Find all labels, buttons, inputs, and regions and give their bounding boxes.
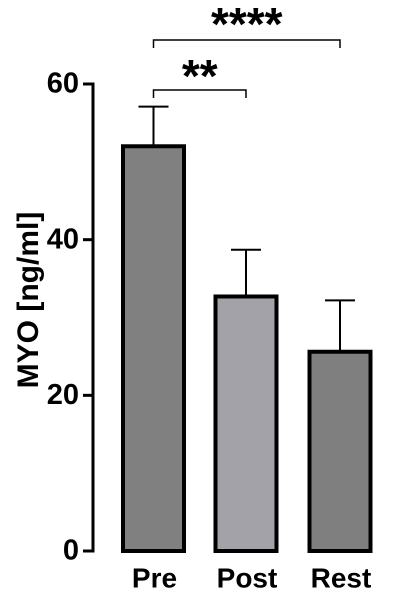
significance-bracket [152, 39, 341, 48]
y-tick-label: 60 [47, 68, 79, 100]
y-axis-label: MYO [ng/ml] [12, 212, 45, 389]
bar [213, 294, 279, 553]
x-tick-label: Rest [311, 562, 372, 593]
bar [307, 349, 373, 553]
significance-label: **** [211, 0, 283, 50]
y-tick-label: 20 [47, 379, 79, 411]
significance-label: ** [182, 50, 218, 102]
significance-bracket [152, 89, 247, 98]
y-tick-label: 0 [63, 535, 79, 567]
x-tick-label: Post [217, 562, 278, 593]
x-tick-label: Pre [132, 562, 177, 593]
bar [121, 144, 186, 553]
y-tick-label: 40 [47, 223, 79, 255]
